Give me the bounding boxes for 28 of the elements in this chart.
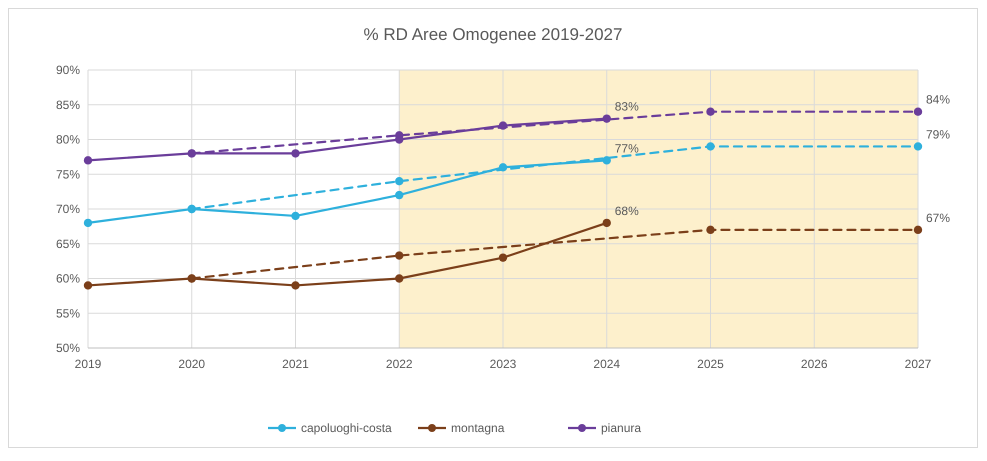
data-label: 83% bbox=[614, 100, 640, 114]
y-tick-label: 70% bbox=[56, 202, 80, 216]
x-tick-label: 2024 bbox=[593, 357, 620, 371]
y-tick-label: 90% bbox=[56, 63, 80, 77]
y-tick-label: 85% bbox=[56, 98, 80, 112]
data-label: 67% bbox=[926, 210, 950, 225]
data-label: 77% bbox=[614, 141, 640, 156]
legend-label: montagna bbox=[451, 421, 505, 435]
y-tick-label: 75% bbox=[56, 167, 80, 182]
x-tick-label: 2026 bbox=[800, 357, 828, 371]
y-tick-label: 60% bbox=[56, 272, 80, 286]
x-tick-label: 2027 bbox=[904, 357, 932, 371]
legend-label: pianura bbox=[601, 421, 642, 435]
y-tick-label: 80% bbox=[56, 132, 80, 146]
data-label: 79% bbox=[926, 127, 950, 142]
x-tick-label: 2023 bbox=[490, 357, 517, 371]
y-tick-label: 65% bbox=[56, 236, 80, 251]
x-tick-label: 2021 bbox=[282, 357, 310, 371]
legend-label: capoluoghi-costa bbox=[301, 421, 392, 435]
data-label: 84% bbox=[926, 92, 950, 107]
data-label: 68% bbox=[614, 204, 640, 218]
chart-title: % RD Aree Omogenee 2019-2027 bbox=[364, 25, 622, 44]
x-tick-label: 2019 bbox=[74, 357, 102, 371]
y-tick-label: 55% bbox=[56, 306, 80, 320]
x-tick-label: 2020 bbox=[178, 357, 206, 371]
x-tick-label: 2022 bbox=[386, 357, 413, 371]
y-tick-label: 50% bbox=[56, 341, 80, 355]
x-tick-label: 2025 bbox=[697, 357, 724, 371]
